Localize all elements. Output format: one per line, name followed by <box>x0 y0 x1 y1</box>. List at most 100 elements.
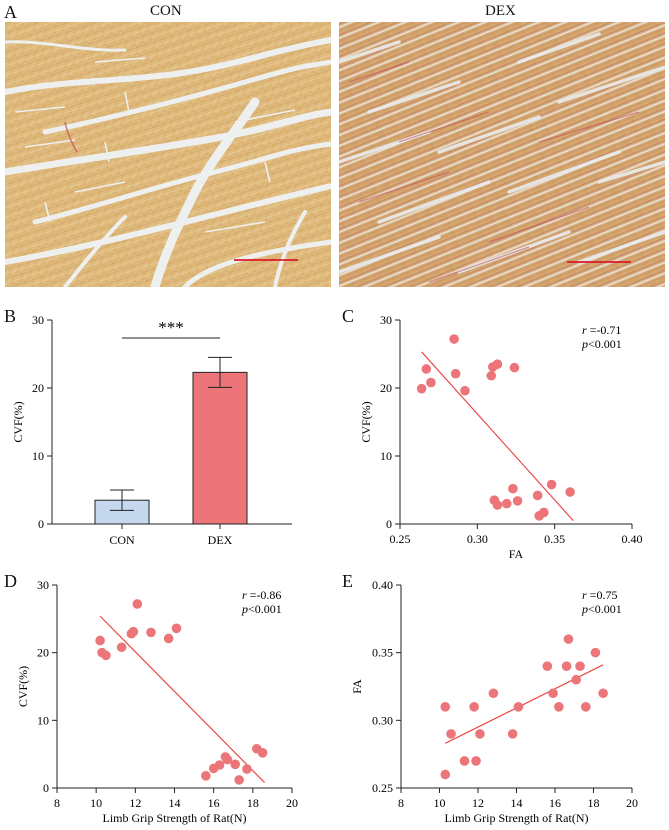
data-point <box>222 754 233 765</box>
data-point <box>508 483 518 494</box>
panel-c-letter: C <box>342 306 355 326</box>
x-tick-label: 14 <box>169 796 181 810</box>
x-tick-label: 8 <box>54 796 60 810</box>
panel-a-letter: A <box>4 2 17 22</box>
data-point <box>548 688 558 699</box>
x-tick-label: 16 <box>208 796 220 810</box>
y-tick-label: 20 <box>37 646 49 660</box>
data-point <box>571 674 581 685</box>
data-point <box>475 729 485 739</box>
data-point <box>234 775 244 785</box>
y-tick-label: 10 <box>37 713 49 727</box>
x-tick-label: 12 <box>472 796 484 810</box>
data-point <box>492 359 503 370</box>
y-tick-label: 0.30 <box>372 713 393 727</box>
data-point <box>539 507 549 518</box>
regression-line <box>99 615 266 784</box>
y-tick-label: 30 <box>380 313 392 327</box>
p-annotation: p<0.001 <box>241 602 282 616</box>
y-tick-label: 30 <box>37 578 49 592</box>
y-tick-label: 0.35 <box>372 646 393 660</box>
data-point <box>598 688 608 699</box>
x-tick-label: 0.40 <box>622 532 643 546</box>
data-point <box>214 760 225 770</box>
chart-c: 0 10 20 30 CVF(%) 0.25 0.30 0.35 0.40 FA r =-0.71p… <box>359 313 643 561</box>
x-tick-label: 0.25 <box>390 532 411 546</box>
data-point <box>581 702 591 712</box>
data-point <box>132 599 143 609</box>
x-tick-label: 0.35 <box>544 532 565 546</box>
data-point <box>146 627 156 638</box>
y-tick-label: 20 <box>32 381 44 395</box>
chart-d: 0 10 20 30 CVF(%) 8 10 12 14 16 18 20 Limb Grip Stre… <box>16 578 298 825</box>
con-image-label: CON <box>150 3 182 19</box>
y-tick-label: 0.40 <box>372 578 393 592</box>
r-annotation: r =0.75 <box>582 588 617 602</box>
data-point <box>201 771 211 781</box>
x-tick-label: 12 <box>129 796 141 810</box>
chart-b: 0 10 20 30 CVF(%) CON DEX *** <box>11 313 292 547</box>
x-tick-label: 18 <box>588 796 600 810</box>
data-point <box>486 370 497 381</box>
data-point <box>590 647 601 658</box>
x-tick-label: DEX <box>208 533 233 547</box>
x-tick-label: CON <box>109 533 135 547</box>
data-point <box>509 362 520 373</box>
y-axis-title: CVF(%) <box>11 401 25 442</box>
data-point <box>532 490 543 501</box>
y-tick-label: 0.25 <box>372 781 393 795</box>
panel-d-letter: D <box>4 571 17 591</box>
data-point <box>446 729 456 739</box>
con-micrograph <box>5 22 331 287</box>
x-axis-title: Limb Grip Strength of Rat(N) <box>445 811 589 825</box>
data-point <box>471 756 481 766</box>
x-tick-label: 8 <box>398 796 404 810</box>
x-axis-title: FA <box>509 547 524 561</box>
panel-b-letter: B <box>4 306 17 326</box>
data-point <box>561 661 572 671</box>
data-point <box>450 368 461 379</box>
x-tick-label: 20 <box>286 796 298 810</box>
r-annotation: r =-0.71 <box>582 323 621 337</box>
y-tick-label: 10 <box>380 449 392 463</box>
data-point <box>440 702 451 712</box>
y-tick-label: 30 <box>32 313 44 327</box>
p-annotation: p<0.001 <box>581 337 622 351</box>
data-point <box>257 748 268 758</box>
y-axis-title: CVF(%) <box>16 666 30 707</box>
regression-line <box>421 351 574 522</box>
y-axis-title: FA <box>350 679 364 694</box>
data-point <box>488 688 499 699</box>
panel-e-letter: E <box>342 571 353 591</box>
data-point <box>95 635 105 646</box>
y-tick-label: 0 <box>386 517 392 531</box>
data-point <box>230 759 241 770</box>
data-point <box>469 702 479 712</box>
x-tick-label: 14 <box>511 796 523 810</box>
data-point <box>116 642 127 653</box>
data-point <box>565 487 575 497</box>
data-point <box>449 334 459 344</box>
x-tick-label: 16 <box>549 796 561 810</box>
data-point <box>563 634 574 644</box>
data-point <box>426 377 436 388</box>
y-tick-label: 10 <box>32 449 44 463</box>
data-point <box>242 764 252 774</box>
data-point <box>128 626 139 637</box>
x-tick-label: 0.30 <box>467 532 488 546</box>
y-tick-label: 20 <box>380 381 392 395</box>
y-axis-title: CVF(%) <box>359 401 373 442</box>
dex-image-label: DEX <box>485 3 516 19</box>
data-point <box>421 364 432 374</box>
data-point <box>440 769 451 780</box>
x-tick-label: 18 <box>247 796 259 810</box>
bar-dex <box>192 371 248 525</box>
data-point <box>512 496 523 506</box>
y-tick-label: 0 <box>43 781 49 795</box>
data-point <box>459 756 470 766</box>
data-point <box>554 702 564 712</box>
data-point <box>513 702 524 712</box>
data-point <box>416 383 427 394</box>
data-point <box>101 650 111 661</box>
